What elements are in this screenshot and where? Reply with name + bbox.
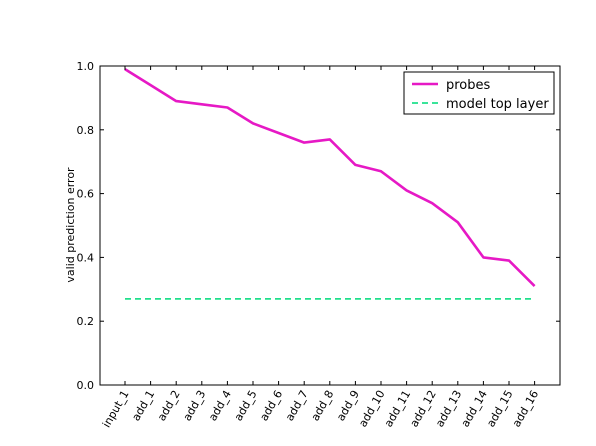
x-tick-label: input_1 [100, 388, 132, 430]
y-tick-label: 0.2 [77, 315, 95, 328]
x-tick-label: add_6 [257, 388, 285, 423]
x-tick-label: add_4 [206, 388, 234, 423]
y-tick-label: 0.8 [77, 124, 95, 137]
y-tick-label: 0.6 [77, 188, 95, 201]
y-axis-label: valid prediction error [64, 167, 77, 283]
legend-entry-label: model top layer [446, 97, 549, 112]
legend-box [403, 71, 555, 115]
series-line-probes [124, 68, 536, 288]
x-tick-label: add_1 [129, 388, 157, 423]
legend-entry-label: probes [446, 78, 491, 93]
x-tick-label: add_3 [181, 388, 209, 423]
x-tick-label: add_2 [155, 388, 183, 423]
x-tick-label: add_9 [334, 388, 362, 423]
y-tick-label: 1.0 [77, 60, 95, 73]
x-tick-label: add_8 [309, 388, 337, 423]
legend: probes model top layer [403, 71, 555, 115]
y-tick-label: 0.0 [77, 379, 95, 392]
x-tick-label: add_7 [283, 388, 311, 423]
y-tick-label: 0.4 [77, 251, 95, 264]
x-tick-label: add_5 [232, 388, 260, 423]
